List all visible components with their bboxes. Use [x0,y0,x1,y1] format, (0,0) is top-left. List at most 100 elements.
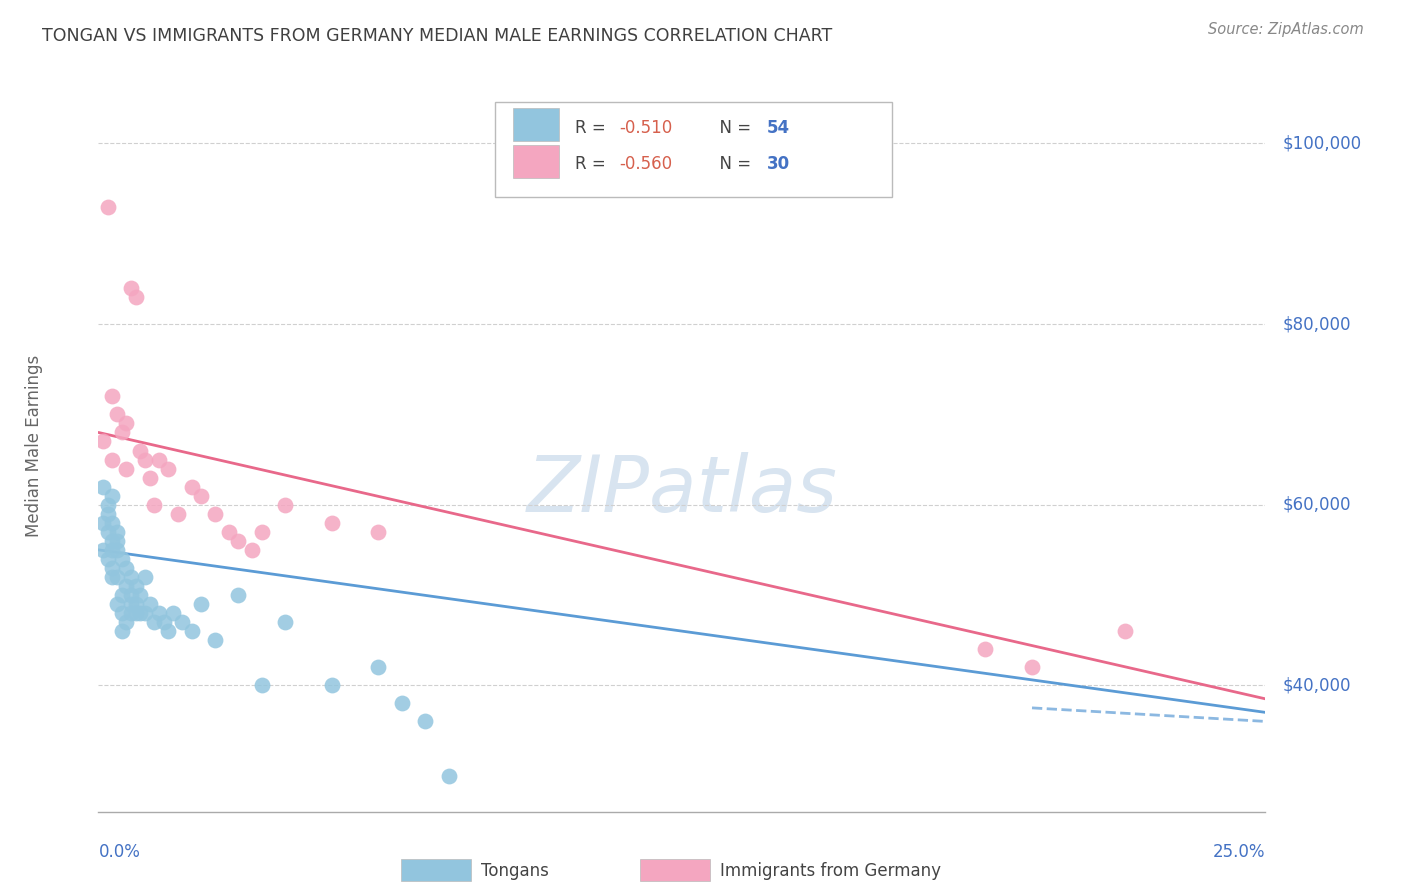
Point [1021,660,1043,674]
Point [134,570,156,584]
Point [97,498,120,512]
Point [166,507,188,521]
Text: 0.0%: 0.0% [98,843,141,861]
Point [97,200,120,214]
Point [115,417,138,431]
Point [101,389,124,403]
Point [91,542,114,557]
Point [111,425,134,440]
Point [120,588,142,602]
Point [105,570,128,584]
Point [413,714,436,729]
Point [101,516,124,530]
FancyBboxPatch shape [513,145,560,178]
Point [101,452,124,467]
Point [129,588,152,602]
Point [228,588,250,602]
Point [274,498,297,512]
Point [172,615,194,629]
Point [367,660,389,674]
Point [105,542,128,557]
Text: Tongans: Tongans [481,862,548,880]
Point [250,678,273,692]
Point [204,507,226,521]
Point [101,561,124,575]
Point [125,606,148,620]
Point [115,461,138,475]
Point [367,524,389,539]
Point [105,408,128,422]
Point [91,480,114,494]
Text: R =: R = [575,155,610,173]
Point [115,561,138,575]
Point [105,533,128,548]
Point [97,507,120,521]
Point [120,570,142,584]
Text: -0.510: -0.510 [619,119,672,136]
Point [180,624,202,639]
Point [111,606,134,620]
Point [105,597,128,611]
Point [97,552,120,566]
Point [111,552,134,566]
Point [101,570,124,584]
Point [111,624,134,639]
Point [134,452,156,467]
Text: ZIPatlas: ZIPatlas [526,452,838,528]
Text: $80,000: $80,000 [1282,315,1351,333]
Point [125,290,148,304]
Point [125,597,148,611]
Text: Median Male Earnings: Median Male Earnings [25,355,44,537]
Point [190,489,212,503]
Text: 54: 54 [768,119,790,136]
Point [139,470,162,484]
Point [391,697,413,711]
Point [91,516,114,530]
Text: N =: N = [709,119,756,136]
Point [101,542,124,557]
Point [115,615,138,629]
FancyBboxPatch shape [495,103,891,197]
Point [134,606,156,620]
Point [157,461,180,475]
Point [274,615,297,629]
Text: 25.0%: 25.0% [1213,843,1265,861]
Point [101,489,124,503]
Point [139,597,162,611]
Point [120,597,142,611]
Point [125,579,148,593]
Point [120,606,142,620]
Point [143,615,166,629]
Point [143,498,166,512]
Text: N =: N = [709,155,756,173]
Text: Immigrants from Germany: Immigrants from Germany [720,862,941,880]
Point [115,579,138,593]
Point [97,524,120,539]
Point [204,633,226,648]
Point [152,615,174,629]
Text: $60,000: $60,000 [1282,496,1351,514]
Point [91,434,114,449]
Point [111,588,134,602]
Point [190,597,212,611]
Point [321,678,343,692]
Text: Source: ZipAtlas.com: Source: ZipAtlas.com [1208,22,1364,37]
Point [120,281,142,295]
Point [1114,624,1136,639]
Text: 30: 30 [768,155,790,173]
Text: $100,000: $100,000 [1282,135,1361,153]
Text: TONGAN VS IMMIGRANTS FROM GERMANY MEDIAN MALE EARNINGS CORRELATION CHART: TONGAN VS IMMIGRANTS FROM GERMANY MEDIAN… [42,27,832,45]
Point [180,480,202,494]
Point [242,542,264,557]
Point [101,533,124,548]
Text: -0.560: -0.560 [619,155,672,173]
Text: R =: R = [575,119,610,136]
Point [218,524,240,539]
Point [105,524,128,539]
Point [321,516,343,530]
Point [228,533,250,548]
Point [148,606,170,620]
FancyBboxPatch shape [513,108,560,141]
Point [437,769,460,783]
Point [129,606,152,620]
